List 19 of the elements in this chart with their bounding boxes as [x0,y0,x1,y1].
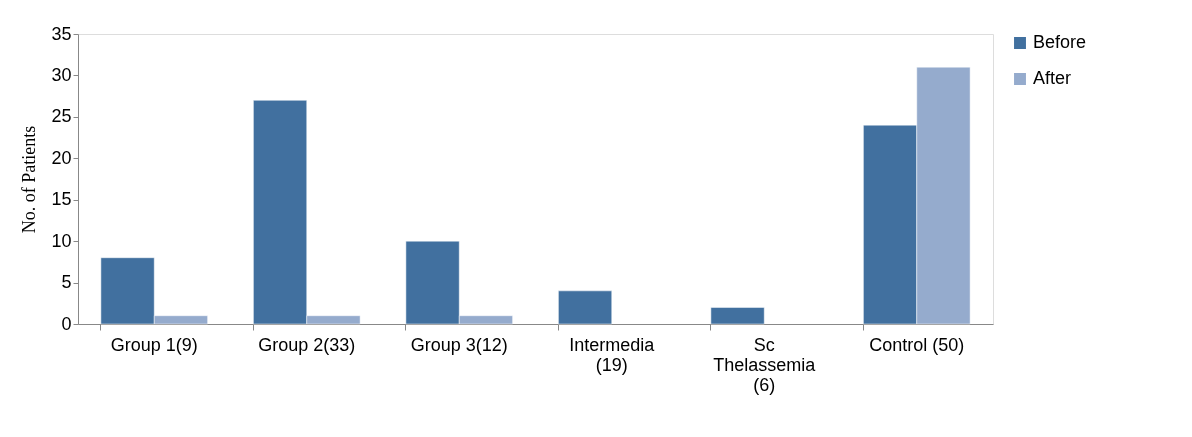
y-tick-label: 30 [51,64,72,85]
bar [558,290,612,325]
x-tick-label: Sc Thelassemia (6) [713,334,817,395]
y-tick-label: 10 [51,230,72,251]
x-tick-label: Group 1(9) [110,334,198,355]
y-tick-label: 20 [51,147,72,168]
bar [710,307,765,325]
y-axis-title: No. of Patients [19,125,40,234]
y-tick-label: 0 [61,313,72,334]
x-tick-label: Group 2(33) [258,334,356,355]
y-tick-label: 25 [51,106,72,127]
y-tick-label: 5 [61,272,72,293]
legend-label: Before [1033,32,1087,52]
x-tick-label: Group 3(12) [410,334,508,355]
legend-label: After [1033,68,1072,88]
x-tick-label: Intermedia (19) [569,334,656,375]
y-tick-label: 15 [51,189,72,210]
y-tick-label: 35 [51,23,72,44]
x-tick-label: Control (50) [869,334,965,355]
